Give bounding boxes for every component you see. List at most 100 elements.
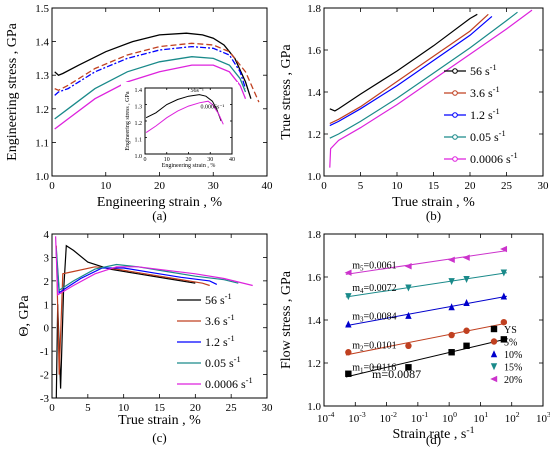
series-line-c-3 <box>55 248 239 292</box>
legend-label-d: YS <box>504 325 517 336</box>
y-tick-label: 1.8 <box>307 3 321 15</box>
x-tick-label: 10-2 <box>380 410 398 425</box>
y-tick-label: 1.2 <box>35 104 49 116</box>
y-tick-label: -3 <box>40 393 50 405</box>
legend-label-b: 0.05 s-1 <box>470 129 506 144</box>
data-point-15% <box>448 278 455 286</box>
y-tick-label: 1.0 <box>35 171 49 183</box>
series-line-b-0 <box>329 13 478 112</box>
data-point-YS <box>405 364 412 371</box>
data-point-20% <box>500 245 508 253</box>
x-tick-label: 10 <box>164 157 170 163</box>
series-line-c-1 <box>55 245 210 375</box>
x-axis-label-c: True strain , % <box>118 413 201 428</box>
panel-label-b: (b) <box>426 208 441 223</box>
legend-label-d: 15% <box>504 363 522 374</box>
data-point-15% <box>405 284 412 292</box>
x-tick-label: 20 <box>190 402 202 414</box>
x-tick-label: 15 <box>428 180 440 192</box>
y-axis-label-b: True stress , GPa <box>279 44 294 140</box>
legend-label-b: 0.0006 s-1 <box>470 151 518 166</box>
y-tick-label: 1 <box>44 299 50 311</box>
fit-line-4 <box>345 250 507 275</box>
data-point-10% <box>345 320 352 328</box>
x-tick-label: 0 <box>321 180 327 192</box>
y-tick-label: 1.8 <box>307 229 321 241</box>
slope-label-2: m3=0.0084 <box>352 312 396 324</box>
y-tick-label: 1.3 <box>35 70 49 82</box>
legend-marker-d <box>490 338 498 345</box>
series-line-a-1 <box>54 42 260 103</box>
y-tick-label: 1.1 <box>35 137 49 149</box>
data-point-YS <box>345 370 352 377</box>
data-point-YS <box>448 349 455 356</box>
fit-line-1 <box>345 322 507 356</box>
y-tick-label: 1.0 <box>307 171 321 183</box>
x-tick-label: 20 <box>186 157 192 163</box>
legend-marker-b <box>452 134 458 140</box>
y-axis-label-d: Flow stress , GPa <box>279 270 294 369</box>
x-tick-label: 10 <box>392 180 404 192</box>
chart-a: 0 10 20 30 40 1.0 1.1 1.2 1.3 1.4 1.5 Engineering s… <box>5 3 273 223</box>
legend-label-b: 1.2 s-1 <box>470 107 500 122</box>
data-point-10% <box>463 299 470 306</box>
data-point-15% <box>345 293 352 301</box>
x-tick-label: 20 <box>154 180 166 192</box>
x-tick-label: 10-3 <box>348 410 366 425</box>
series-line-a-4 <box>54 64 247 130</box>
x-tick-label: 103 <box>536 410 550 425</box>
x-tick-label: 5 <box>358 180 364 192</box>
legend-label-c: 0.0006 s-1 <box>205 376 253 391</box>
y-tick-label: 1.6 <box>307 45 321 57</box>
slope-label-0: m1=0.0116 <box>352 362 396 374</box>
x-tick-label: 30 <box>208 180 220 192</box>
x-tick-label: 30 <box>538 180 550 192</box>
data-point-5% <box>405 342 412 349</box>
slope-label-1: m2=0.0101 <box>352 341 396 353</box>
series-line-b-3 <box>329 11 518 139</box>
data-point-YS <box>500 336 508 343</box>
x-tick-label: 5 <box>85 402 91 414</box>
x-axis-label-a: Engineering strain , % <box>97 195 223 210</box>
y-tick-label: 1.1 <box>135 138 143 144</box>
series-line-c-4 <box>55 236 253 296</box>
fit-line-2 <box>345 295 507 327</box>
data-point-15% <box>500 269 508 277</box>
y-tick-label: 1.3 <box>135 105 143 111</box>
inset-series-line-0 <box>145 94 222 122</box>
legend-label-b: 56 s-1 <box>470 63 497 78</box>
y-tick-label: -1 <box>40 346 49 358</box>
x-tick-label: 0 <box>49 402 55 414</box>
chart-d: m1=0.0116 m2=0.0101 m3=0.0084 m4=0.0072 m5=0… <box>279 229 550 447</box>
x-tick-label: 10 <box>100 180 112 192</box>
panel-label-c: (c) <box>152 430 166 445</box>
fit-line-3 <box>345 272 507 298</box>
x-tick-label: 10-1 <box>411 410 429 425</box>
panel-label-d: (d) <box>426 432 441 447</box>
x-tick-label: 25 <box>226 402 238 414</box>
y-tick-label: 1.2 <box>307 358 321 370</box>
series-line-b-2 <box>329 15 493 127</box>
y-tick-label: 1.6 <box>307 272 321 284</box>
legend-label-d: 20% <box>504 375 522 386</box>
y-axis-label-c: Θ, GPa <box>17 295 32 337</box>
legend-label-d: 10% <box>504 350 522 361</box>
legend-label-c: 0.05 s-1 <box>205 355 241 370</box>
legend-label-c: 3.6 s-1 <box>205 313 235 328</box>
y-tick-label: 3 <box>44 252 50 264</box>
slope-label-4: m5=0.0061 <box>352 260 396 272</box>
x-tick-label: 0 <box>144 157 147 163</box>
data-point-20% <box>462 254 470 261</box>
x-tick-label: 30 <box>262 402 274 414</box>
x-axis-label-d: Strain rate , s-1 <box>392 425 474 442</box>
x-tick-label: 30 <box>207 157 213 163</box>
inset-y-axis-label: Engineering stress , GPa <box>125 91 131 150</box>
series-line-a-3 <box>54 56 247 120</box>
data-point-10% <box>500 292 508 300</box>
legend-marker-d <box>490 350 498 358</box>
y-tick-label: 2 <box>44 276 50 288</box>
x-tick-label: 15 <box>154 402 166 414</box>
x-tick-label: 100 <box>442 410 457 425</box>
mean-m-label: m=0.0087 <box>372 367 421 381</box>
